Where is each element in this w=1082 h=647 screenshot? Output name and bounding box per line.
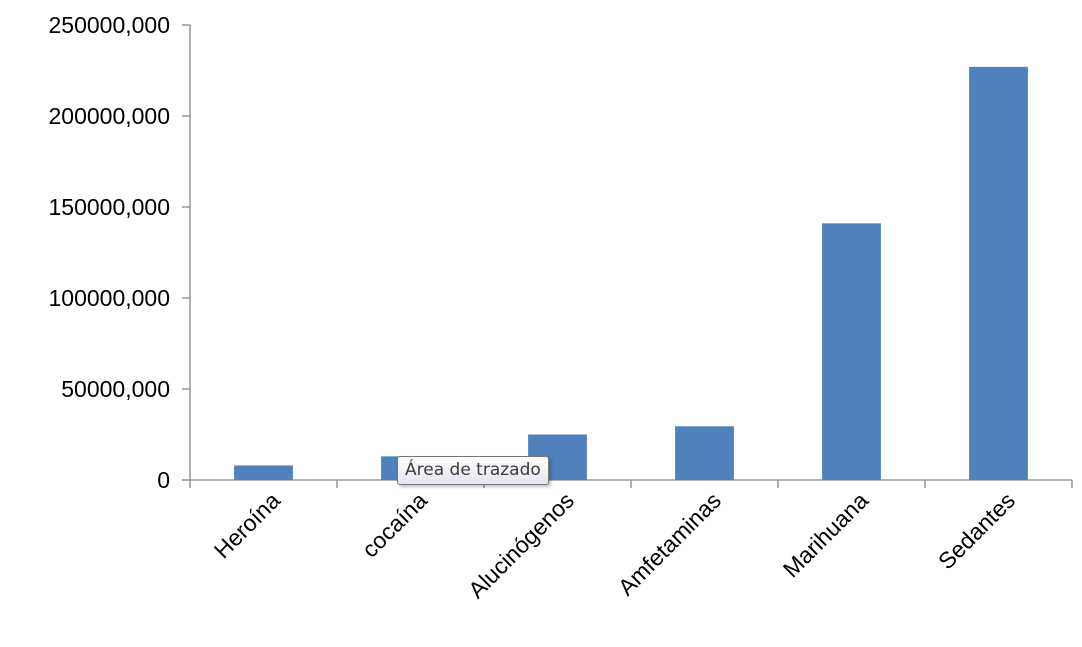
x-axis-ticks — [189, 480, 1073, 488]
x-tick-label: Marihuana — [778, 487, 873, 582]
x-tick-label: Amfetaminas — [613, 487, 726, 600]
x-tick-label: Heroína — [209, 487, 285, 563]
y-tick-label: 250000,000 — [48, 12, 170, 38]
y-axis-ticks: 0 50000,000 100000,000 150000,000 200000,000… — [48, 12, 190, 493]
y-tick-label: 0 — [157, 467, 170, 493]
bar[interactable] — [969, 66, 1028, 481]
x-tick-label: cocaína — [357, 487, 432, 562]
plot-area-tooltip: Área de trazado — [397, 456, 549, 485]
y-tick-label: 200000,000 — [48, 103, 170, 129]
y-tick-label: 50000,000 — [61, 376, 170, 402]
bar[interactable] — [822, 223, 881, 480]
bar[interactable] — [675, 426, 734, 480]
x-axis-labels: Heroína cocaína Alucinógenos Amfetaminas Mar… — [209, 487, 1020, 603]
x-tick-label: Sedantes — [933, 487, 1020, 574]
x-tick-label: Alucinógenos — [463, 487, 579, 603]
bar[interactable] — [234, 465, 293, 480]
plot-area-background[interactable] — [190, 25, 1072, 480]
y-tick-label: 150000,000 — [48, 194, 170, 220]
y-tick-label: 100000,000 — [48, 285, 170, 311]
plot-area[interactable] — [190, 25, 1072, 480]
